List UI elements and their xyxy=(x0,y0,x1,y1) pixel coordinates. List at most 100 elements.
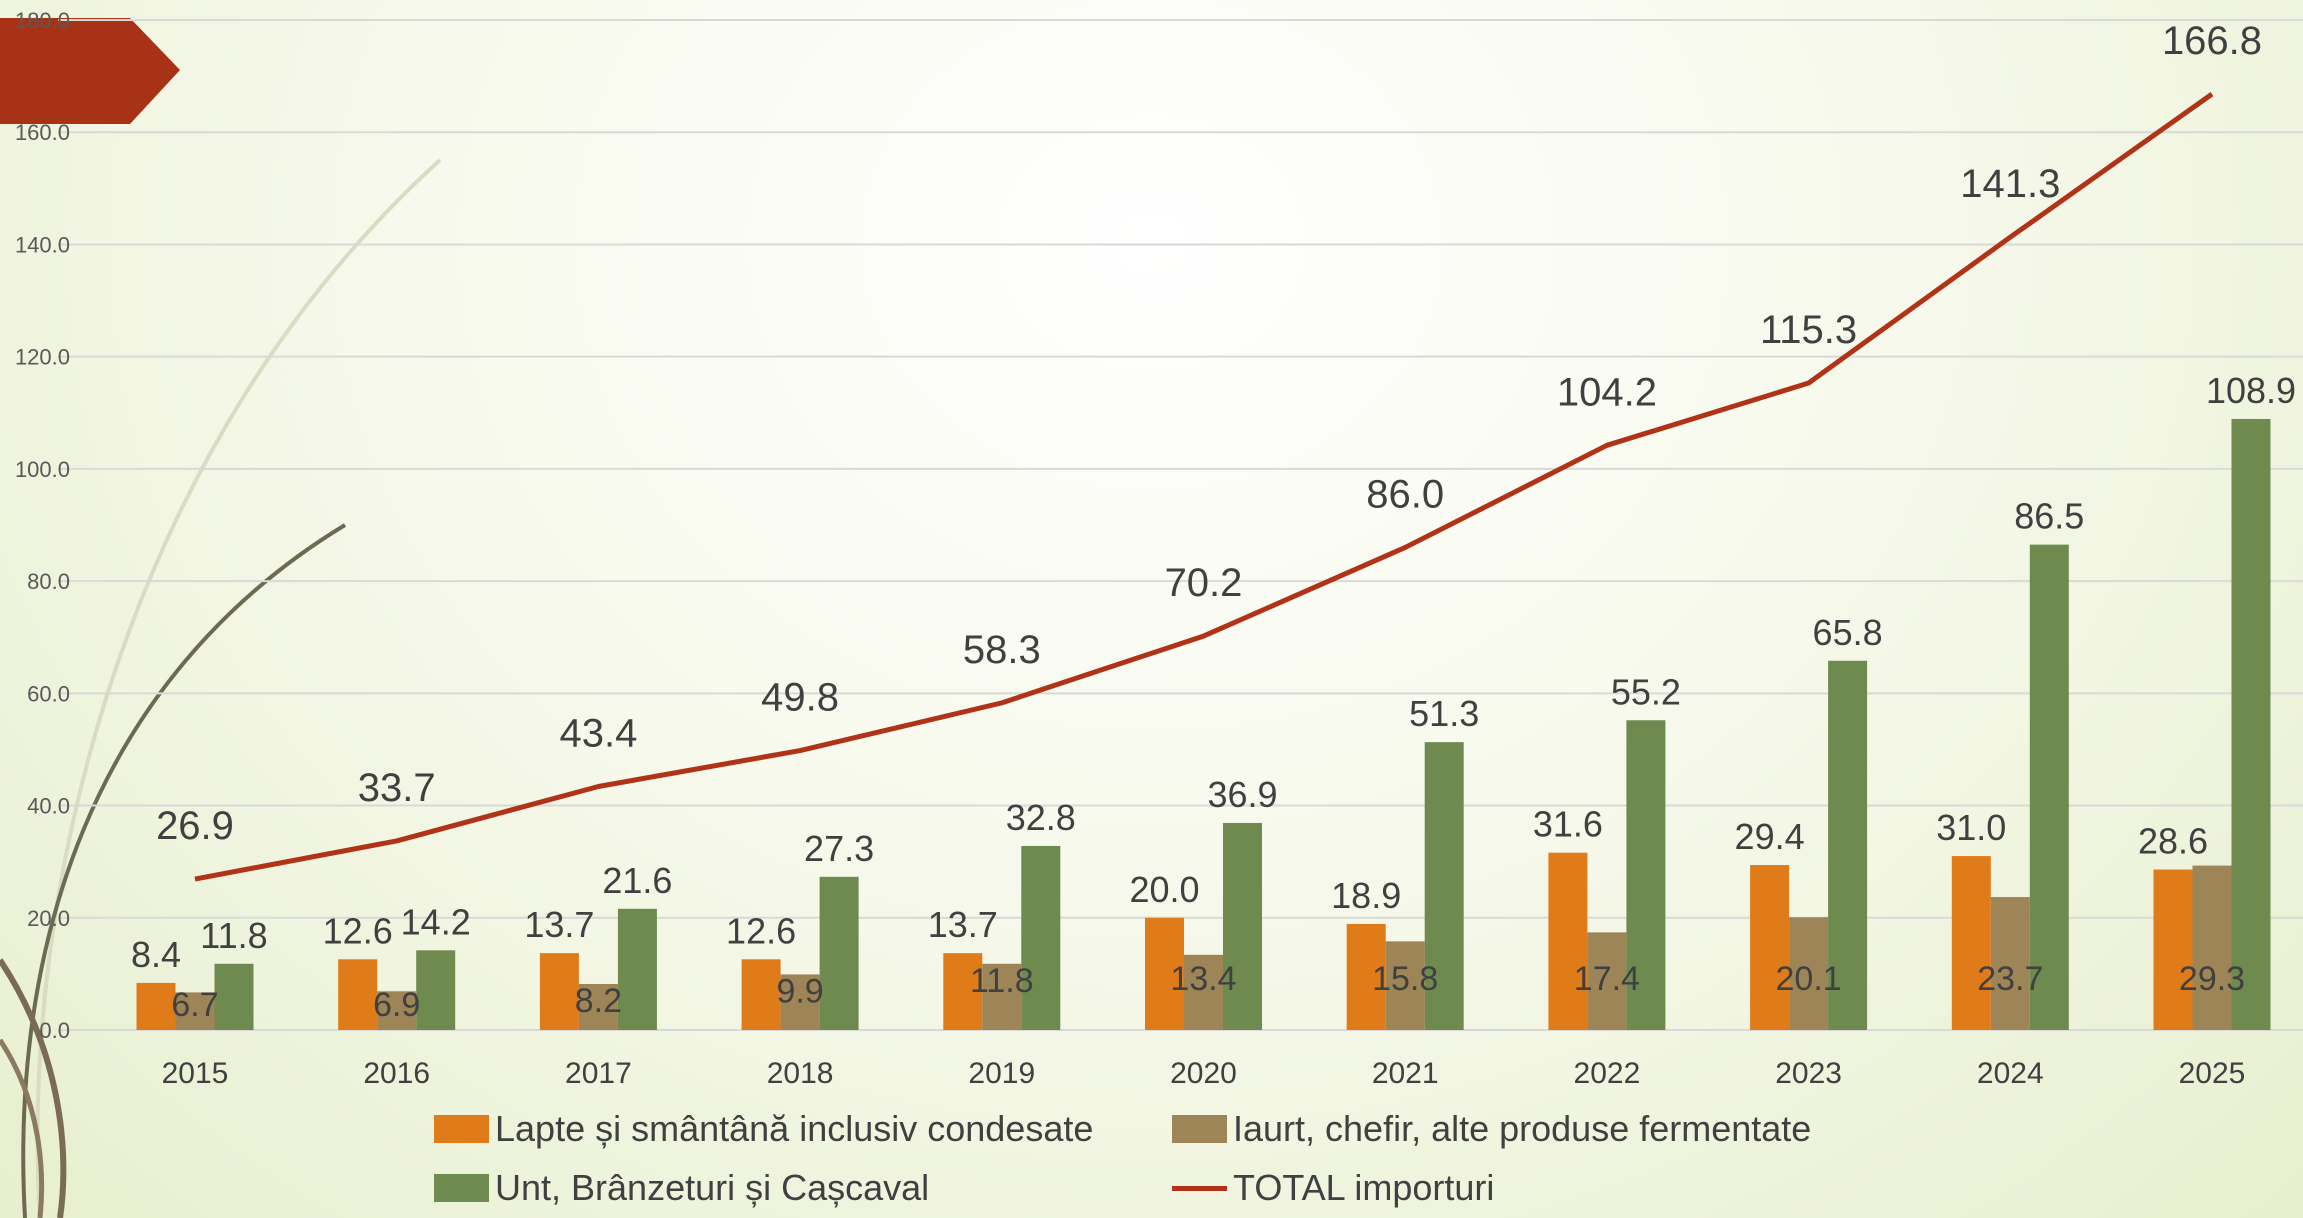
y-tick-label: 40.0 xyxy=(27,794,70,819)
bar xyxy=(1548,852,1588,1030)
bar xyxy=(1021,845,1061,1030)
bar xyxy=(175,992,215,1030)
x-tick-label: 2015 xyxy=(162,1057,229,1090)
bar-data-label: 32.8 xyxy=(1006,797,1076,838)
bar-series xyxy=(136,418,2271,1030)
bar-data-label: 13.4 xyxy=(1170,960,1236,998)
total-data-label: 49.8 xyxy=(761,676,839,720)
legend-item-lapte: Lapte și smântână inclusiv condesate xyxy=(434,1108,1093,1150)
bar-data-label: 20.0 xyxy=(1129,869,1199,910)
x-tick-label: 2019 xyxy=(968,1057,1035,1090)
legend-item-unt: Unt, Brânzeturi și Cașcaval xyxy=(434,1167,929,1209)
bar xyxy=(578,983,618,1030)
bar xyxy=(1385,941,1425,1030)
legend-label-lapte: Lapte și smântână inclusiv condesate xyxy=(495,1108,1094,1149)
total-data-label: 86.0 xyxy=(1366,472,1444,516)
bar xyxy=(1626,720,1666,1030)
bar-data-label: 31.0 xyxy=(1936,807,2006,848)
y-tick-label: 20.0 xyxy=(27,906,70,931)
x-tick-label: 2018 xyxy=(767,1057,834,1090)
bar-data-label: 28.6 xyxy=(2138,821,2208,862)
bar xyxy=(136,982,176,1030)
bar-data-label: 29.3 xyxy=(2179,960,2245,998)
decor-curve-brown-2 xyxy=(0,1038,45,1218)
bar xyxy=(1145,917,1184,1030)
bar xyxy=(1587,932,1627,1030)
legend-label-iaurt: Iaurt, chefir, alte produse fermentate xyxy=(1233,1108,1812,1149)
bar xyxy=(1184,954,1223,1030)
bar-data-label: 108.9 xyxy=(2206,370,2296,411)
legend-swatch-iaurt xyxy=(1172,1115,1227,1143)
bar xyxy=(819,876,859,1030)
y-tick-label: 60.0 xyxy=(27,681,70,706)
y-axis-ticks: 0.0 20.0 40.0 60.0 80.0 100.0 120.0 140.0 160.0 1… xyxy=(15,8,70,1043)
bar xyxy=(1346,923,1386,1030)
bar-data-label: 27.3 xyxy=(804,828,874,869)
x-tick-label: 2020 xyxy=(1170,1057,1237,1090)
bar xyxy=(1223,822,1262,1030)
total-data-label: 26.9 xyxy=(156,804,234,848)
legend-swatch-lapte xyxy=(434,1115,489,1143)
bar-data-label: 15.8 xyxy=(1372,960,1438,998)
legend-swatch-total xyxy=(1172,1185,1227,1191)
bar-data-label: 8.2 xyxy=(575,982,622,1020)
bar-data-label: 23.7 xyxy=(1977,960,2043,998)
bar xyxy=(2153,869,2193,1030)
bar xyxy=(982,963,1022,1030)
total-data-label: 33.7 xyxy=(358,766,436,810)
x-tick-label: 2021 xyxy=(1372,1057,1439,1090)
decor-curve-brown xyxy=(0,958,67,1218)
bar xyxy=(416,950,456,1030)
bar xyxy=(539,953,579,1030)
legend-item-iaurt: Iaurt, chefir, alte produse fermentate xyxy=(1172,1108,1811,1150)
bar-data-label: 29.4 xyxy=(1735,816,1805,857)
y-tick-label: 160.0 xyxy=(15,120,70,145)
x-axis-ticks: 2015 2016 2017 2018 2019 2020 2021 2022 2023 2024… xyxy=(162,1057,2246,1090)
bar-data-label: 18.9 xyxy=(1331,875,1401,916)
x-tick-label: 2023 xyxy=(1775,1057,1842,1090)
bar-data-label: 31.6 xyxy=(1533,804,1603,845)
legend-item-total: TOTAL importuri xyxy=(1172,1167,1494,1209)
bar xyxy=(2231,418,2271,1030)
bar-data-label: 14.2 xyxy=(401,901,471,942)
total-data-label: 70.2 xyxy=(1165,561,1243,605)
total-data-label: 115.3 xyxy=(1760,308,1857,352)
bar-data-label: 51.3 xyxy=(1409,693,1479,734)
total-data-label: 58.3 xyxy=(963,628,1041,672)
bar-data-label: 8.4 xyxy=(131,934,181,975)
bar-data-label: 17.4 xyxy=(1574,960,1640,998)
total-data-label: 43.4 xyxy=(559,711,637,755)
bar-data-label: 13.7 xyxy=(928,904,998,945)
legend-label-unt: Unt, Brânzeturi și Cașcaval xyxy=(495,1167,930,1208)
legend-label-total: TOTAL importuri xyxy=(1233,1167,1495,1208)
y-tick-label: 80.0 xyxy=(27,569,70,594)
x-tick-label: 2016 xyxy=(363,1057,430,1090)
bar xyxy=(1828,660,1868,1030)
y-tick-label: 100.0 xyxy=(15,457,70,482)
bar-data-label: 13.7 xyxy=(524,904,594,945)
bar-data-label: 11.8 xyxy=(970,962,1034,1000)
data-labels: 8.4 12.6 13.7 12.6 13.7 20.0 18.9 31.6 29.4 31.0 2… xyxy=(131,19,2296,1024)
bar xyxy=(377,991,417,1030)
total-data-label: 104.2 xyxy=(1557,370,1657,414)
bar xyxy=(1750,865,1790,1030)
bar xyxy=(1951,856,1991,1030)
bar xyxy=(943,953,983,1030)
bar-data-label: 9.9 xyxy=(776,972,823,1010)
y-tick-label: 140.0 xyxy=(15,232,70,257)
x-tick-label: 2024 xyxy=(1977,1057,2044,1090)
y-tick-label: 120.0 xyxy=(15,345,70,370)
bar-data-label: 65.8 xyxy=(1813,612,1883,653)
bar-data-label: 55.2 xyxy=(1611,671,1681,712)
bar xyxy=(1424,742,1464,1030)
bar xyxy=(741,959,781,1030)
bar-data-label: 12.6 xyxy=(323,910,393,951)
bar xyxy=(2192,865,2232,1030)
bar xyxy=(2029,544,2069,1030)
bar xyxy=(338,959,378,1030)
bar-data-label: 6.7 xyxy=(171,986,218,1024)
bar xyxy=(780,974,820,1030)
x-tick-label: 2022 xyxy=(1574,1057,1641,1090)
